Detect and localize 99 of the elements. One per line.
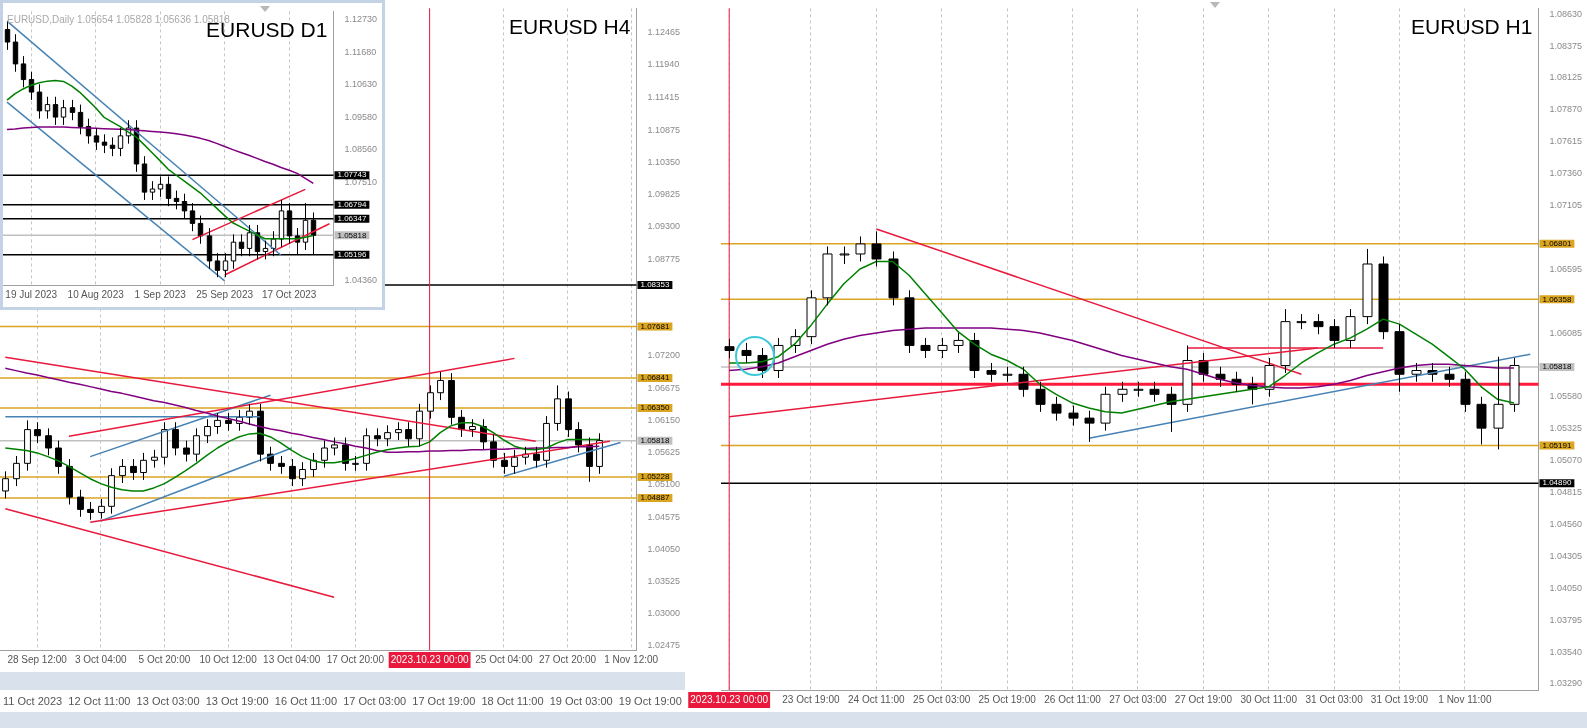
text: 11 Oct 2023 [3,695,63,707]
y-tick-label: 1.10350 [647,156,681,167]
y-tick-label: 1.04575 [647,511,681,522]
y-tick-label: 1.06595 [1549,264,1583,275]
text: 19 Oct 03:00 [549,695,613,707]
chart-title: EURUSD H4 [509,15,631,39]
y-tick-label: 1.06150 [647,414,681,425]
y-tick-label: 1.09580 [344,112,378,123]
ref-line-label: 1.06347 [337,214,367,224]
x-tick-label: 26 Oct 11:00 [1044,693,1102,705]
x-tick-label: 24 Oct 11:00 [848,693,906,705]
x-tick-label: 31 Oct 03:00 [1305,693,1364,705]
x-tick-label: 5 Oct 20:00 [138,653,191,665]
text: 17 Oct 03:00 [343,695,407,707]
ref-line-label: 1.06801 [1542,239,1572,249]
x-tick-label: 30 Oct 11:00 [1240,693,1298,705]
ref-line-label: 1.06794 [337,200,367,210]
x-tick-label: 10 Aug 2023 [67,288,125,300]
x-tick-label: 27 Oct 20:00 [538,653,597,665]
y-tick-label: 1.11680 [344,46,377,57]
x-tick-label: 31 Oct 19:00 [1370,693,1429,705]
y-tick-label: 1.05580 [1549,391,1583,402]
ref-line-label: 1.05196 [337,250,367,259]
text: 13 Oct 03:00 [136,695,200,707]
y-tick-label: 1.11415 [647,91,680,102]
y-tick-label: 1.06675 [647,382,681,393]
y-tick-label: 1.08560 [344,144,378,155]
ref-line-label: 1.04890 [1542,478,1572,488]
y-tick-label: 1.07360 [1549,168,1583,179]
x-tick-label: 25 Oct 04:00 [475,653,533,665]
x-tick-label: 19 Jul 2023 [5,288,58,300]
x-tick-label: 10 Oct 12:00 [199,653,258,665]
y-tick-label: 1.03540 [1549,646,1583,657]
y-tick-label: 1.04815 [1549,487,1583,498]
y-tick-label: 1.05100 [647,479,681,490]
x-tick-label: 2023.10.23 00:00 [690,693,769,705]
y-tick-label: 1.04360 [344,275,378,286]
y-tick-label: 1.08375 [1549,41,1583,52]
text: 12 Oct 11:00 [68,695,131,707]
y-tick-label: 1.05325 [1549,423,1583,434]
y-tick-label: 1.03000 [647,608,681,619]
chart-title: EURUSD H1 [1411,15,1533,39]
y-tick-label: 1.03795 [1549,614,1583,625]
y-tick-label: 1.09300 [647,221,681,232]
y-tick-label: 1.03525 [647,576,681,587]
x-tick-label: 27 Oct 19:00 [1174,693,1233,705]
text: 19 Oct 19:00 [618,695,682,707]
ref-line-label: 1.05191 [1542,440,1572,450]
x-tick-label: 2023.10.23 00:00 [390,653,469,665]
y-tick-label: 1.04050 [1549,583,1583,593]
x-tick-label: 1 Sep 2023 [134,288,187,300]
y-tick-label: 1.02475 [647,640,681,651]
x-tick-label: 13 Oct 04:00 [263,653,321,665]
x-tick-label: 17 Oct 20:00 [326,653,385,665]
text: 16 Oct 11:00 [274,695,338,707]
y-tick-label: 1.12730 [344,13,378,24]
y-tick-label: 1.09825 [647,189,681,200]
y-tick-label: 1.08630 [1549,9,1583,20]
text: 17 Oct 19:00 [412,695,476,707]
x-tick-label: 25 Sep 2023 [196,288,254,300]
y-tick-label: 1.04305 [1549,551,1583,562]
y-tick-label: 1.07615 [1549,136,1583,147]
text: 18 Oct 11:00 [481,695,544,707]
y-tick-label: 1.04560 [1549,519,1583,530]
y-tick-label: 1.08775 [647,253,681,264]
x-tick-label: 28 Sep 12:00 [7,653,68,665]
y-tick-label: 1.05625 [647,447,681,458]
y-tick-label: 1.05070 [1549,455,1583,466]
ref-line-label: 1.05818 [1542,362,1572,372]
ref-line-label: 1.05228 [640,472,670,482]
ref-line-label: 1.05818 [640,435,670,445]
x-tick-label: 17 Oct 2023 [261,288,317,300]
y-tick-label: 1.12465 [647,27,681,38]
x-tick-label: 1 Nov 12:00 [604,653,659,665]
x-tick-label: 3 Oct 04:00 [74,653,128,665]
ref-line-label: 1.05818 [337,230,367,240]
x-tick-label: 25 Oct 19:00 [978,693,1037,705]
x-tick-label: 27 Oct 03:00 [1109,693,1167,705]
x-tick-label: 23 Oct 19:00 [782,693,840,705]
y-tick-label: 1.07200 [647,350,681,361]
ref-line-label: 1.06841 [640,373,670,383]
ref-line-label: 1.08353 [640,280,670,290]
y-tick-label: 1.10875 [647,124,681,135]
x-tick-label: 25 Oct 03:00 [913,693,971,705]
y-tick-label: 1.10630 [344,79,378,90]
y-tick-label: 1.03290 [1549,678,1583,689]
y-tick-label: 1.06085 [1549,328,1583,339]
x-tick-label: 1 Nov 11:00 [1438,693,1492,705]
ref-line-label: 1.06350 [640,403,670,413]
y-tick-label: 1.11940 [647,59,680,70]
y-tick-label: 1.04050 [647,543,681,554]
ref-line-label: 1.06358 [1542,294,1572,304]
y-tick-label: 1.07105 [1549,200,1583,211]
text: 13 Oct 19:00 [205,695,269,707]
ref-line-label: 1.07743 [337,170,367,180]
y-tick-label: 1.07870 [1549,104,1583,115]
y-tick-label: 1.08125 [1549,72,1583,83]
ref-line-label: 1.04887 [640,493,670,503]
ref-line-label: 1.07681 [640,321,670,331]
